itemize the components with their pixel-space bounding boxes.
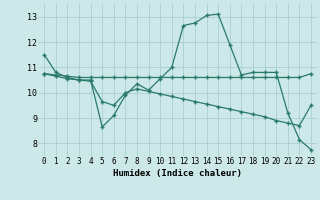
X-axis label: Humidex (Indice chaleur): Humidex (Indice chaleur) bbox=[113, 169, 242, 178]
